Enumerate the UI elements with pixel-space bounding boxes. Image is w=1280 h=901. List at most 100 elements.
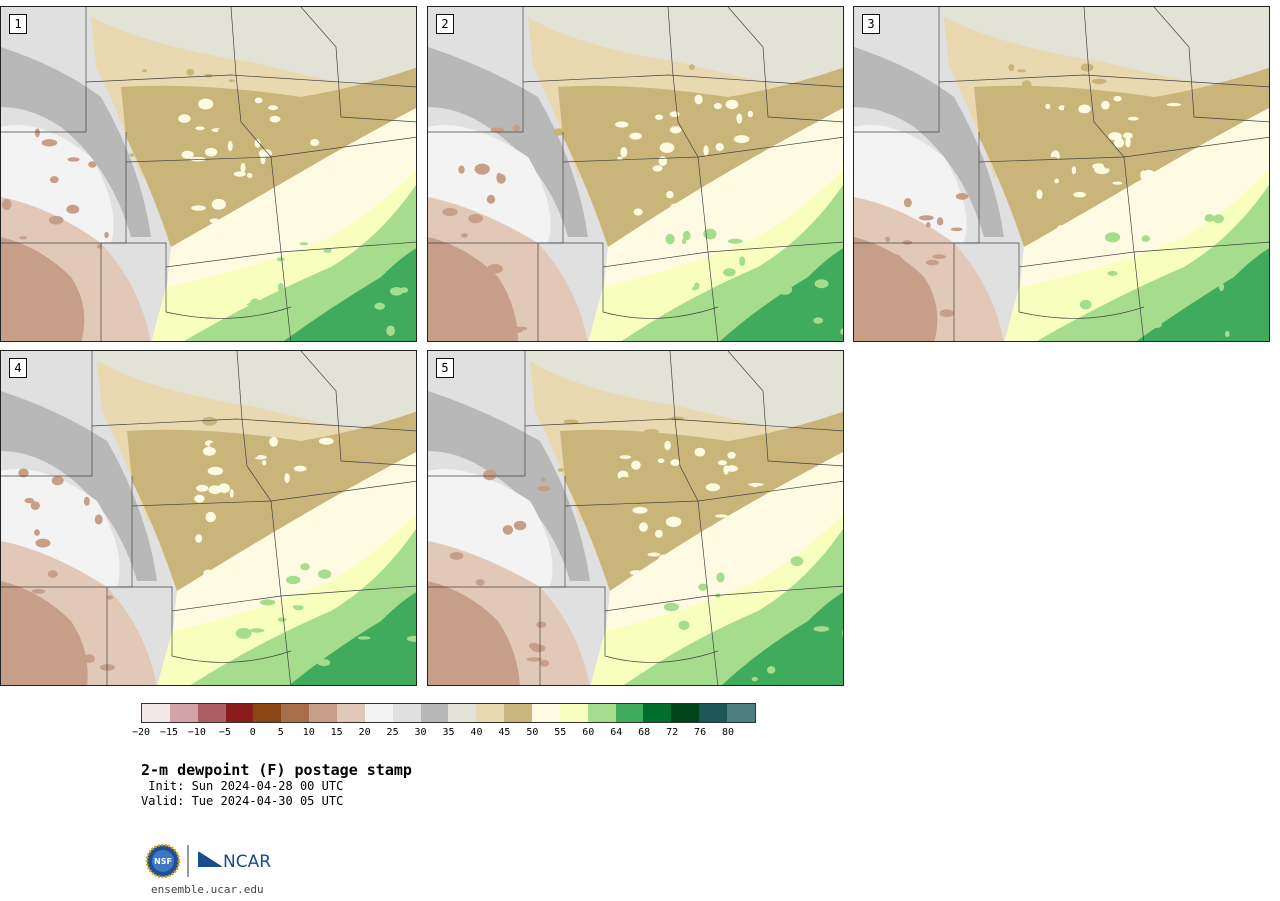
dewpoint-speckle (1021, 80, 1032, 88)
dewpoint-speckle (664, 440, 671, 451)
dewpoint-speckle (955, 193, 969, 200)
dewpoint-region (428, 581, 520, 685)
dewpoint-speckle (539, 659, 550, 667)
dewpoint-speckle (300, 627, 306, 637)
dewpoint-speckle (813, 317, 823, 324)
dewpoint-region (1136, 248, 1269, 341)
dewpoint-speckle (707, 544, 720, 552)
colorbar-swatch (559, 704, 588, 722)
dewpoint-speckle (619, 476, 629, 483)
dewpoint-speckle (180, 135, 189, 147)
dewpoint-speckle (748, 482, 764, 487)
dewpoint-speckle (35, 538, 51, 548)
dewpoint-speckle (468, 213, 483, 224)
colorbar-swatch (504, 704, 533, 722)
colorbar-swatch (699, 704, 728, 722)
dewpoint-speckle (458, 165, 465, 174)
panel-1: 1 (0, 6, 417, 342)
dewpoint-speckle (666, 559, 679, 566)
dewpoint-speckle (17, 260, 25, 270)
colorbar-swatch (169, 704, 198, 722)
state-boundary (428, 82, 524, 133)
dewpoint-speckle (552, 128, 565, 136)
dewpoint-speckle (1142, 169, 1155, 179)
dewpoint-speckle (623, 105, 637, 115)
svg-text:NCAR: NCAR (223, 852, 271, 872)
dewpoint-speckle (840, 220, 843, 232)
dewpoint-speckle (1021, 123, 1036, 127)
dewpoint-region (1, 391, 157, 581)
dewpoint-speckle (131, 435, 140, 445)
dewpoint-speckle (639, 522, 648, 532)
dewpoint-speckle (767, 666, 776, 674)
state-boundary (604, 611, 719, 663)
colorbar (141, 703, 756, 723)
colorbar-swatch (671, 704, 700, 722)
colorbar-tick-label: 30 (414, 727, 427, 738)
dewpoint-speckle (918, 322, 932, 333)
dewpoint-speckle (51, 475, 64, 486)
dewpoint-speckle (485, 619, 490, 630)
dewpoint-speckle (705, 483, 721, 492)
dewpoint-speckle (1036, 189, 1043, 200)
dewpoint-speckle (77, 649, 84, 653)
dewpoint-speckle (28, 314, 41, 321)
dewpoint-speckle (237, 462, 244, 468)
dewpoint-speckle (475, 579, 485, 586)
dewpoint-speckle (277, 617, 287, 622)
state-boundary (300, 351, 416, 467)
dewpoint-speckle (713, 103, 722, 110)
dewpoint-speckle (619, 455, 632, 459)
dewpoint-speckle (1113, 211, 1121, 222)
dewpoint-speckle (486, 194, 496, 204)
dewpoint-speckle (811, 604, 819, 611)
dewpoint-speckle (601, 121, 615, 129)
dewpoint-speckle (104, 231, 109, 239)
dewpoint-speckle (1125, 137, 1131, 148)
dewpoint-speckle (1101, 100, 1110, 110)
dewpoint-speckle (191, 205, 206, 211)
dewpoint-speckle (778, 284, 793, 295)
dewpoint-speckle (665, 233, 675, 245)
dewpoint-speckle (317, 659, 331, 667)
dewpoint-speckle (323, 248, 332, 253)
dewpoint-speckle (235, 627, 252, 639)
dewpoint-speckle (208, 485, 222, 495)
dewpoint-speckle (665, 516, 682, 527)
colorbar-tick-label: 35 (442, 727, 455, 738)
state-boundary (91, 351, 416, 432)
dewpoint-speckle (190, 465, 203, 476)
dewpoint-speckle (400, 287, 409, 293)
colorbar-swatch (309, 704, 338, 722)
dewpoint-speckle (925, 259, 939, 266)
colorbar-swatch (225, 704, 254, 722)
colorbar-tick-label: 5 (277, 727, 284, 738)
dewpoint-speckle (540, 477, 547, 482)
state-boundary (1153, 7, 1269, 123)
state-boundary (300, 7, 416, 123)
dewpoint-speckle (276, 257, 285, 262)
dewpoint-speckle (386, 325, 395, 337)
dewpoint-speckle (513, 520, 527, 531)
dewpoint-speckle (715, 143, 724, 152)
dewpoint-map-4 (1, 351, 416, 685)
dewpoint-speckle (474, 163, 490, 175)
dewpoint-speckle (239, 215, 251, 223)
dewpoint-speckle (727, 451, 736, 459)
dewpoint-speckle (440, 269, 449, 279)
dewpoint-speckle (1078, 104, 1091, 114)
dewpoint-speckle (228, 568, 233, 575)
dewpoint-speckle (669, 111, 680, 117)
colorbar-tick-label: 72 (666, 727, 679, 738)
dewpoint-speckle (655, 114, 664, 120)
colorbar-tick-label: −20 (131, 727, 151, 738)
dewpoint-speckle (891, 254, 902, 265)
state-boundary (669, 351, 719, 685)
dewpoint-speckle (285, 575, 301, 585)
dewpoint-speckle (146, 443, 159, 455)
dewpoint-speckle (487, 264, 503, 274)
dewpoint-speckle (249, 628, 265, 633)
dewpoint-region (428, 391, 590, 581)
state-boundary (667, 7, 719, 341)
dewpoint-speckle (1008, 107, 1014, 112)
